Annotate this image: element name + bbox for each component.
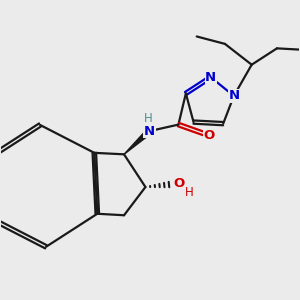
Text: N: N	[205, 71, 216, 84]
Polygon shape	[124, 129, 151, 154]
Text: O: O	[173, 177, 184, 190]
Text: O: O	[203, 128, 215, 142]
Text: N: N	[228, 89, 239, 102]
Text: N: N	[144, 124, 155, 138]
Text: H: H	[144, 112, 153, 125]
Text: H: H	[185, 186, 194, 199]
